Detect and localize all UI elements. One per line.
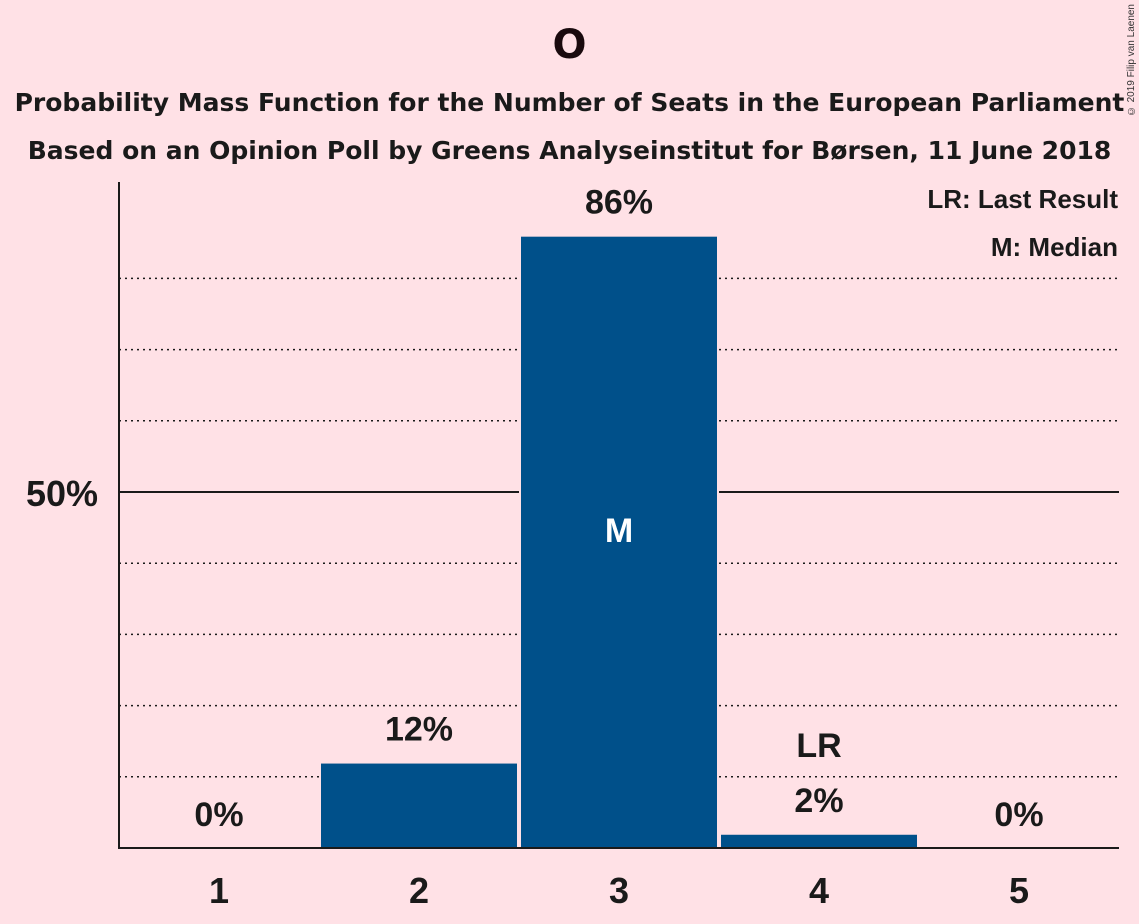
x-tick-label-4: 4 (809, 870, 829, 911)
median-marker: M (605, 512, 633, 550)
bar-2 (319, 761, 519, 849)
chart-title: O (552, 22, 587, 68)
value-label-5: 0% (994, 796, 1043, 834)
value-label-4: 2% (794, 782, 843, 820)
bar-4 (719, 832, 919, 850)
chart-subtitle-2: Based on an Opinion Poll by Greens Analy… (27, 136, 1112, 165)
y-tick-label: 50% (26, 473, 98, 514)
bar-3 (519, 234, 719, 849)
legend-last-result: LR: Last Result (927, 184, 1118, 214)
last-result-marker: LR (796, 727, 841, 765)
x-tick-label-5: 5 (1009, 870, 1029, 911)
x-tick-label-3: 3 (609, 870, 629, 911)
value-label-3: 86% (585, 184, 653, 222)
value-label-2: 12% (385, 711, 453, 749)
value-label-1: 0% (194, 796, 243, 834)
legend-median: M: Median (990, 232, 1118, 262)
x-tick-label-2: 2 (409, 870, 429, 911)
chart-subtitle-1: Probability Mass Function for the Number… (14, 88, 1125, 117)
x-tick-label-1: 1 (209, 870, 229, 911)
